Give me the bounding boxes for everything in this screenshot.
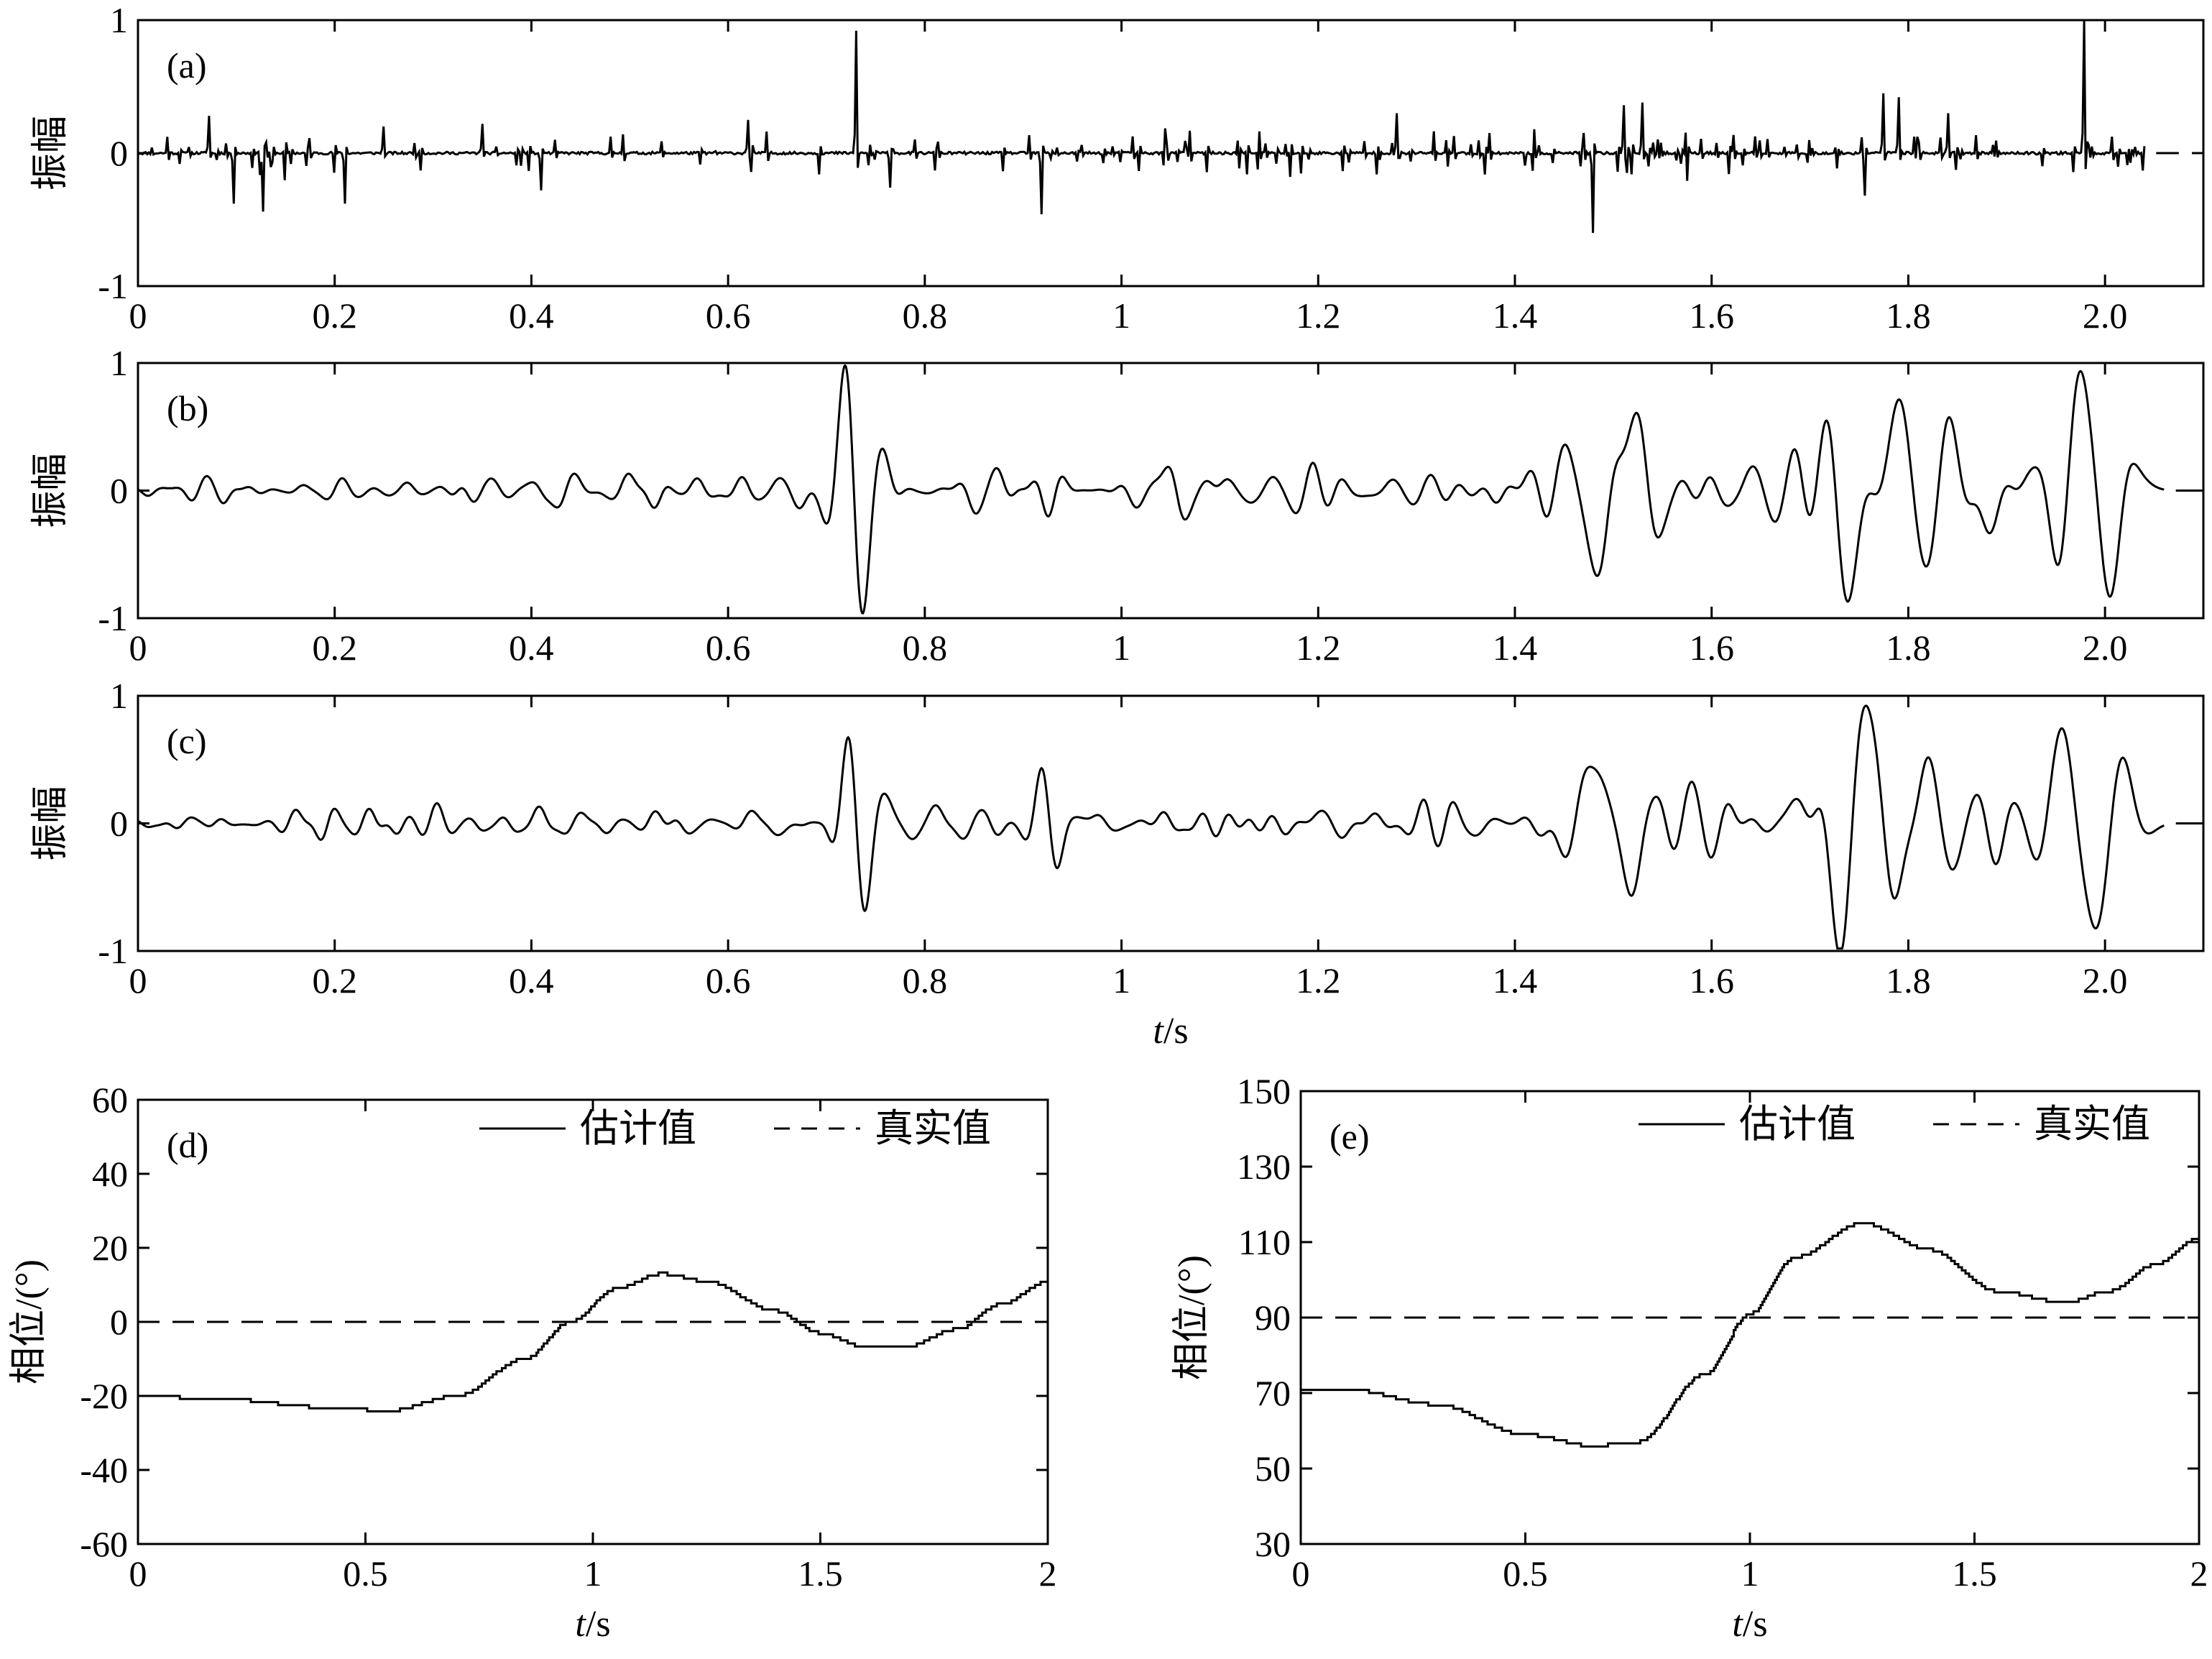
- y-tick-label: 40: [92, 1154, 128, 1194]
- x-tick-label: 0: [129, 960, 147, 1001]
- x-tick-label: 1: [584, 1553, 602, 1594]
- panel-label: (c): [167, 721, 207, 761]
- x-tick-label: 1.8: [1886, 295, 1931, 336]
- x-axis-label: t/s: [1732, 1604, 1767, 1645]
- y-axis-label: 相位/(°): [1171, 1255, 1212, 1380]
- x-axis-label: t/s: [575, 1604, 610, 1645]
- trace-line: [138, 704, 2165, 950]
- x-tick-label: 1: [1112, 628, 1130, 668]
- x-tick-label: 1.2: [1296, 295, 1341, 336]
- y-tick-label: 1: [110, 343, 128, 383]
- x-tick-label: 0.8: [903, 295, 948, 336]
- x-tick-label: 2.0: [2083, 295, 2128, 336]
- x-tick-label: 1.8: [1886, 628, 1931, 668]
- y-tick-label: 110: [1238, 1222, 1291, 1262]
- panel-e: 0 0.5 1 1.5 2 30 50 70 90 110 130 150 (e) 相位/(°) t/s 估计…: [1171, 1071, 2208, 1645]
- x-tick-label: 2.0: [2083, 628, 2128, 668]
- y-tick-label: 1: [110, 676, 128, 716]
- x-tick-label: 2.0: [2083, 960, 2128, 1001]
- x-tick-label: 0: [129, 1553, 147, 1594]
- x-tick-label: 1: [1112, 960, 1130, 1001]
- y-tick-label: 0: [110, 133, 128, 173]
- legend-label: 真实值: [2034, 1103, 2150, 1146]
- x-tick-label: 1: [1112, 295, 1130, 336]
- x-tick-label: 1.5: [798, 1553, 843, 1594]
- panel-a: 0 0.2 0.4 0.6 0.8 1 1.2 1.4 1.6 1.8 2.0-101(a)振幅: [30, 0, 2205, 336]
- y-axis-label: 振幅: [30, 453, 71, 528]
- panel-b: 0 0.2 0.4 0.6 0.8 1 1.2 1.4 1.6 1.8 2.0-101(b)振幅: [30, 343, 2205, 668]
- x-tick-label: 2: [1039, 1553, 1057, 1594]
- y-tick-label: 20: [92, 1228, 128, 1268]
- x-tick-label: 0.6: [706, 960, 751, 1001]
- x-tick-label: 0.4: [509, 628, 554, 668]
- x-axis-label: t/s: [1153, 1011, 1188, 1052]
- estimated-phase-line: [138, 1271, 1048, 1412]
- panel-label: (e): [1329, 1116, 1370, 1157]
- y-tick-label: -1: [98, 598, 128, 638]
- trace-line: [138, 364, 2165, 615]
- y-axis-label: 振幅: [30, 116, 71, 190]
- x-tick-label: 0.2: [312, 960, 357, 1001]
- y-tick-label: 30: [1255, 1524, 1291, 1564]
- y-tick-label: -1: [98, 931, 128, 971]
- legend-label: 估计值: [1739, 1103, 1856, 1146]
- y-tick-label: 150: [1237, 1071, 1291, 1111]
- y-tick-label: 90: [1255, 1297, 1291, 1338]
- panel-c: 0 0.2 0.4 0.6 0.8 1 1.2 1.4 1.6 1.8 2.0-101(c)振幅t/…: [30, 676, 2205, 1052]
- y-tick-label: -1: [98, 266, 128, 306]
- x-tick-label: 0: [1292, 1553, 1310, 1594]
- x-tick-label: 1.6: [1689, 960, 1734, 1001]
- y-tick-label: 60: [92, 1080, 128, 1120]
- y-tick-label: -40: [80, 1450, 128, 1490]
- y-tick-label: -20: [80, 1376, 128, 1416]
- x-tick-label: 1.2: [1296, 628, 1341, 668]
- x-tick-label: 2: [2190, 1553, 2208, 1594]
- panel-label: (a): [167, 45, 207, 86]
- x-tick-label: 0.2: [312, 295, 357, 336]
- x-tick-label: 1.4: [1493, 960, 1538, 1001]
- x-tick-label: 0: [129, 628, 147, 668]
- x-tick-label: 1.2: [1296, 960, 1341, 1001]
- trace-line: [138, 20, 2146, 234]
- legend-label: 估计值: [580, 1107, 696, 1150]
- x-tick-label: 0.6: [706, 295, 751, 336]
- x-tick-label: 1.4: [1493, 295, 1538, 336]
- x-tick-label: 0.4: [509, 295, 554, 336]
- x-tick-label: 1.5: [1952, 1553, 1997, 1594]
- x-tick-label: 0.8: [903, 628, 948, 668]
- x-tick-label: 1.8: [1886, 960, 1931, 1001]
- y-axis-label: 相位/(°): [9, 1259, 50, 1384]
- y-tick-label: 0: [110, 471, 128, 511]
- y-tick-label: 130: [1237, 1146, 1291, 1187]
- y-tick-label: 1: [110, 0, 128, 40]
- y-tick-label: 50: [1255, 1448, 1291, 1489]
- x-tick-label: 1: [1741, 1553, 1759, 1594]
- legend-label: 真实值: [875, 1107, 991, 1150]
- y-tick-label: 0: [110, 1302, 128, 1342]
- x-tick-label: 0.2: [312, 628, 357, 668]
- y-tick-label: -60: [80, 1524, 128, 1564]
- y-tick-label: 0: [110, 804, 128, 844]
- x-tick-label: 0.5: [1503, 1553, 1548, 1594]
- x-tick-label: 0: [129, 295, 147, 336]
- panel-d: 0 0.5 1 1.5 2 -60 -40 -20 0 20 40 60 (d) 相位/(°) t/s 估计值…: [9, 1080, 1057, 1645]
- x-tick-label: 1.6: [1689, 628, 1734, 668]
- x-tick-label: 0.8: [903, 960, 948, 1001]
- x-tick-label: 0.4: [509, 960, 554, 1001]
- x-tick-label: 0.5: [343, 1553, 388, 1594]
- x-tick-label: 0.6: [706, 628, 751, 668]
- y-axis-label: 振幅: [30, 786, 71, 860]
- panel-label: (d): [167, 1125, 208, 1165]
- panel-label: (b): [167, 388, 208, 428]
- estimated-phase-line: [1301, 1222, 2199, 1448]
- y-tick-label: 70: [1255, 1373, 1291, 1413]
- x-tick-label: 1.6: [1689, 295, 1734, 336]
- x-tick-label: 1.4: [1493, 628, 1538, 668]
